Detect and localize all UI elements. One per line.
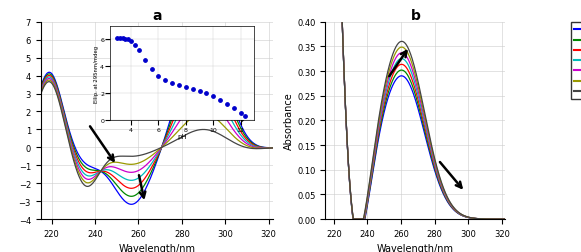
X-axis label: Wavelength/nm: Wavelength/nm — [377, 243, 454, 252]
Legend: 3, 4, 6.5, 7.5, 9.2, 9.9, 10.8: 3, 4, 6.5, 7.5, 9.2, 9.9, 10.8 — [571, 23, 581, 100]
Title: a: a — [152, 9, 162, 23]
X-axis label: Wavelength/nm: Wavelength/nm — [119, 243, 195, 252]
Title: b: b — [411, 9, 420, 23]
Y-axis label: Absorbance: Absorbance — [284, 92, 295, 150]
